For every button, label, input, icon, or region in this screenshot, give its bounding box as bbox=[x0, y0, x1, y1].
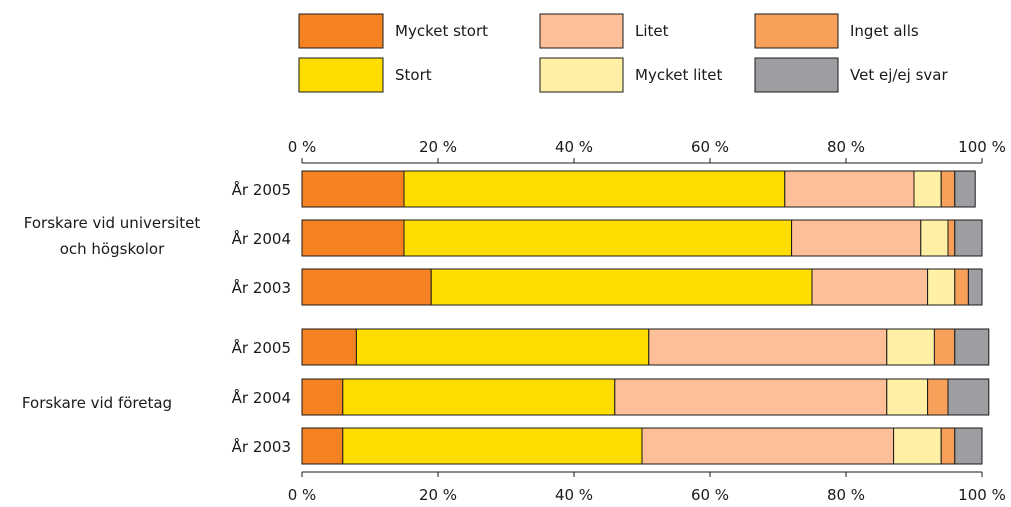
legend-swatch-mycket-litet bbox=[539, 57, 624, 93]
bar-segment-g2-ar-2003-mycket-litet bbox=[893, 427, 942, 465]
bar-segment-g2-ar-2004-inget-alls bbox=[927, 378, 949, 416]
category-label-g1-ar-2004: År 2004 bbox=[232, 229, 291, 248]
legend-swatch-mycket-stort bbox=[298, 13, 384, 49]
legend: Mycket stort Stort Litet Mycket litet Inget … bbox=[298, 13, 948, 93]
x-tick-label-top-0: 0 % bbox=[288, 138, 317, 156]
bar-segment-g1-ar-2004-mycket-stort bbox=[301, 219, 405, 257]
category-label-g2-ar-2003: År 2003 bbox=[232, 437, 291, 456]
bar-segment-g2-ar-2005-inget-alls bbox=[933, 328, 956, 366]
bar-segment-g1-ar-2003-mycket-litet bbox=[927, 268, 956, 306]
x-tick-label-bottom-20: 20 % bbox=[419, 486, 457, 504]
bar-segment-g1-ar-2005-mycket-litet bbox=[913, 170, 942, 208]
bars bbox=[301, 170, 990, 465]
x-tick-label-bottom-100: 100 % bbox=[958, 486, 1006, 504]
bar-segment-g2-ar-2005-vet-ej-ej-svar bbox=[954, 328, 990, 366]
bar-segment-g2-ar-2003-mycket-stort bbox=[301, 427, 344, 465]
legend-swatch-litet bbox=[539, 13, 624, 49]
category-label-g2-ar-2004: År 2004 bbox=[232, 388, 291, 407]
bar-segment-g1-ar-2003-vet-ej-ej-svar bbox=[967, 268, 983, 306]
bar-segment-g1-ar-2005-inget-alls bbox=[940, 170, 956, 208]
legend-label-mycket-stort: Mycket stort bbox=[395, 22, 488, 40]
legend-swatch-stort bbox=[298, 57, 384, 93]
x-tick-label-top-20: 20 % bbox=[419, 138, 457, 156]
group-label-2-line-1: Forskare vid företag bbox=[22, 394, 172, 412]
legend-label-litet: Litet bbox=[635, 22, 669, 40]
bar-segment-g1-ar-2004-mycket-litet bbox=[920, 219, 949, 257]
bar-segment-g1-ar-2004-inget-alls bbox=[947, 219, 956, 257]
x-tick-label-bottom-60: 60 % bbox=[691, 486, 729, 504]
group-label-1-line-1: Forskare vid universitet bbox=[24, 214, 201, 232]
bar-segment-g2-ar-2003-vet-ej-ej-svar bbox=[954, 427, 983, 465]
bar-segment-g1-ar-2003-litet bbox=[811, 268, 929, 306]
bar-segment-g1-ar-2005-mycket-stort bbox=[301, 170, 405, 208]
x-tick-label-bottom-40: 40 % bbox=[555, 486, 593, 504]
bar-segment-g1-ar-2004-vet-ej-ej-svar bbox=[954, 219, 983, 257]
x-tick-label-top-100: 100 % bbox=[958, 138, 1006, 156]
legend-label-vet-ej-ej-svar: Vet ej/ej svar bbox=[850, 66, 948, 84]
bar-segment-g1-ar-2003-mycket-stort bbox=[301, 268, 432, 306]
x-axis-bottom: 0 % 20 % 40 % 60 % 80 % 100 % bbox=[288, 471, 1006, 504]
legend-swatch-inget-alls bbox=[754, 13, 839, 49]
bar-segment-g2-ar-2004-mycket-litet bbox=[886, 378, 929, 416]
bar-segment-g2-ar-2004-litet bbox=[614, 378, 888, 416]
bar-segment-g1-ar-2003-stort bbox=[430, 268, 813, 306]
bar-segment-g1-ar-2005-litet bbox=[784, 170, 915, 208]
legend-label-mycket-litet: Mycket litet bbox=[635, 66, 723, 84]
bar-segment-g1-ar-2003-inget-alls bbox=[954, 268, 969, 306]
x-tick-label-bottom-0: 0 % bbox=[288, 486, 317, 504]
group-label-1-line-2: och högskolor bbox=[60, 240, 165, 258]
category-label-g1-ar-2005: År 2005 bbox=[232, 180, 291, 199]
bar-segment-g2-ar-2005-stort bbox=[355, 328, 650, 366]
x-axis-top: 0 % 20 % 40 % 60 % 80 % 100 % bbox=[288, 138, 1006, 164]
bar-segment-g2-ar-2004-stort bbox=[342, 378, 616, 416]
category-label-g1-ar-2003: År 2003 bbox=[232, 278, 291, 297]
x-tick-label-top-40: 40 % bbox=[555, 138, 593, 156]
bar-segment-g2-ar-2003-stort bbox=[342, 427, 643, 465]
category-label-g2-ar-2005: År 2005 bbox=[232, 338, 291, 357]
group-labels: Forskare vid universitet och högskolor For… bbox=[22, 214, 200, 412]
legend-label-stort: Stort bbox=[395, 66, 432, 84]
x-tick-label-top-80: 80 % bbox=[827, 138, 865, 156]
bar-segment-g1-ar-2004-litet bbox=[791, 219, 922, 257]
bar-segment-g2-ar-2005-mycket-litet bbox=[886, 328, 935, 366]
bar-segment-g2-ar-2003-inget-alls bbox=[940, 427, 956, 465]
bar-segment-g1-ar-2004-stort bbox=[403, 219, 793, 257]
bar-segment-g2-ar-2004-mycket-stort bbox=[301, 378, 344, 416]
bar-segment-g2-ar-2005-litet bbox=[648, 328, 888, 366]
x-tick-label-bottom-80: 80 % bbox=[827, 486, 865, 504]
category-labels: År 2005 År 2004 År 2003 År 2005 År 2004 År 20… bbox=[232, 180, 291, 456]
legend-swatch-vet-ej-ej-svar bbox=[754, 57, 839, 93]
bar-segment-g2-ar-2004-vet-ej-ej-svar bbox=[947, 378, 990, 416]
legend-label-inget-alls: Inget alls bbox=[850, 22, 919, 40]
x-tick-label-top-60: 60 % bbox=[691, 138, 729, 156]
bar-segment-g1-ar-2005-vet-ej-ej-svar bbox=[954, 170, 976, 208]
bar-segment-g2-ar-2003-litet bbox=[641, 427, 895, 465]
bar-segment-g1-ar-2005-stort bbox=[403, 170, 786, 208]
bar-segment-g2-ar-2005-mycket-stort bbox=[301, 328, 357, 366]
